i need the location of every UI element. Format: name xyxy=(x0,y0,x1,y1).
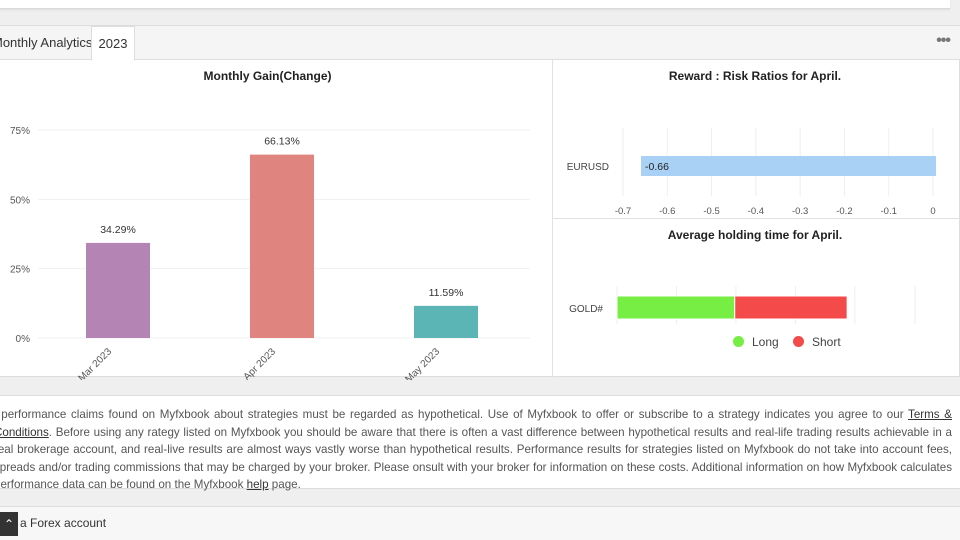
disclaimer-part-2: . Before using any rategy listed on Myfx… xyxy=(0,425,952,492)
top-card xyxy=(0,0,950,9)
monthly-gain-chart: 0% 25% 50% 75% 34.29% Mar 2023 66.13% Apr 2023 1… xyxy=(10,126,530,380)
risk-ratio-title: Reward : Risk Ratios for April. xyxy=(668,69,842,83)
y-tick-label: 75% xyxy=(10,126,30,137)
bar-value-label: 66.13% xyxy=(264,136,300,148)
help-link[interactable]: help xyxy=(246,478,269,491)
x-tick-label: May 2023 xyxy=(403,346,442,380)
more-dots-icon[interactable]: ••• xyxy=(936,32,951,49)
disclaimer-part-1: l performance claims found on Myfxbook a… xyxy=(0,408,909,421)
panel-divider-horizontal xyxy=(553,218,960,219)
y-tick-label: GOLD# xyxy=(569,304,603,315)
bar-mar-2023 xyxy=(86,242,150,338)
legend-long-dot xyxy=(733,336,744,347)
legend-long-label: Long xyxy=(752,335,779,349)
x-tick-label: -0.4 xyxy=(748,206,764,217)
bar-long xyxy=(616,295,736,320)
x-tick-label: 0 xyxy=(930,206,935,217)
bar-value-label: 11.59% xyxy=(429,287,464,299)
bar-apr-2023 xyxy=(250,154,314,338)
x-tick-label: Mar 2023 xyxy=(76,346,114,380)
analytics-panel: Monthly Analytics 2023 ••• Monthly Gain(… xyxy=(0,25,960,380)
monthly-gain-title: Monthly Gain(Change) xyxy=(203,69,332,83)
panel-divider-vertical xyxy=(552,60,553,378)
forex-account-title: a Forex account xyxy=(20,516,107,530)
tab-2023[interactable]: 2023 xyxy=(91,26,135,61)
x-tick-label: -0.5 xyxy=(703,206,719,217)
x-tick-label: -0.7 xyxy=(615,206,631,217)
bar-may-2023 xyxy=(414,305,478,338)
x-tick-label: -0.2 xyxy=(836,206,852,217)
x-tick-label: -0.3 xyxy=(792,206,808,217)
tab-bar: Monthly Analytics 2023 ••• xyxy=(0,26,960,61)
bar-short xyxy=(734,295,848,320)
legend-short-dot xyxy=(793,336,804,347)
x-tick-label: -0.1 xyxy=(881,206,897,217)
x-tick-label: -0.6 xyxy=(659,206,675,217)
legend-short-label: Short xyxy=(812,335,841,349)
legend-short[interactable]: Short xyxy=(793,335,841,349)
bar-value-label: -0.66 xyxy=(645,161,669,173)
bar-value-label: 34.29% xyxy=(100,224,136,236)
chevron-up-icon[interactable]: ⌃ xyxy=(0,512,18,536)
legend-long[interactable]: Long xyxy=(733,335,779,349)
risk-ratio-chart: -0.7 -0.6 -0.5 -0.4 -0.3 -0.2 -0.1 0 EURUSD -0.66 xyxy=(567,128,936,217)
x-tick-label: Apr 2023 xyxy=(242,346,279,380)
holding-time-title: Average holding time for April. xyxy=(667,228,843,242)
holding-time-chart: 0sec5.56hr11.11hr16.67hr22.22hr1.16dayGO… xyxy=(569,286,916,324)
disclaimer-part-3: page. xyxy=(268,478,301,491)
forex-account-section: a Forex account xyxy=(0,506,960,540)
y-tick-label: 0% xyxy=(16,334,31,345)
disclaimer-text: l performance claims found on Myfxbook a… xyxy=(0,406,952,494)
y-tick-label: 25% xyxy=(10,265,30,276)
terms-link[interactable]: Terms & Conditions xyxy=(0,408,952,439)
disclaimer-box: l performance claims found on Myfxbook a… xyxy=(0,395,960,491)
bar-eurusd xyxy=(641,156,936,176)
y-tick-label: 50% xyxy=(10,195,30,206)
tab-monthly-analytics[interactable]: Monthly Analytics xyxy=(0,35,93,50)
y-tick-label: EURUSD xyxy=(567,162,609,173)
